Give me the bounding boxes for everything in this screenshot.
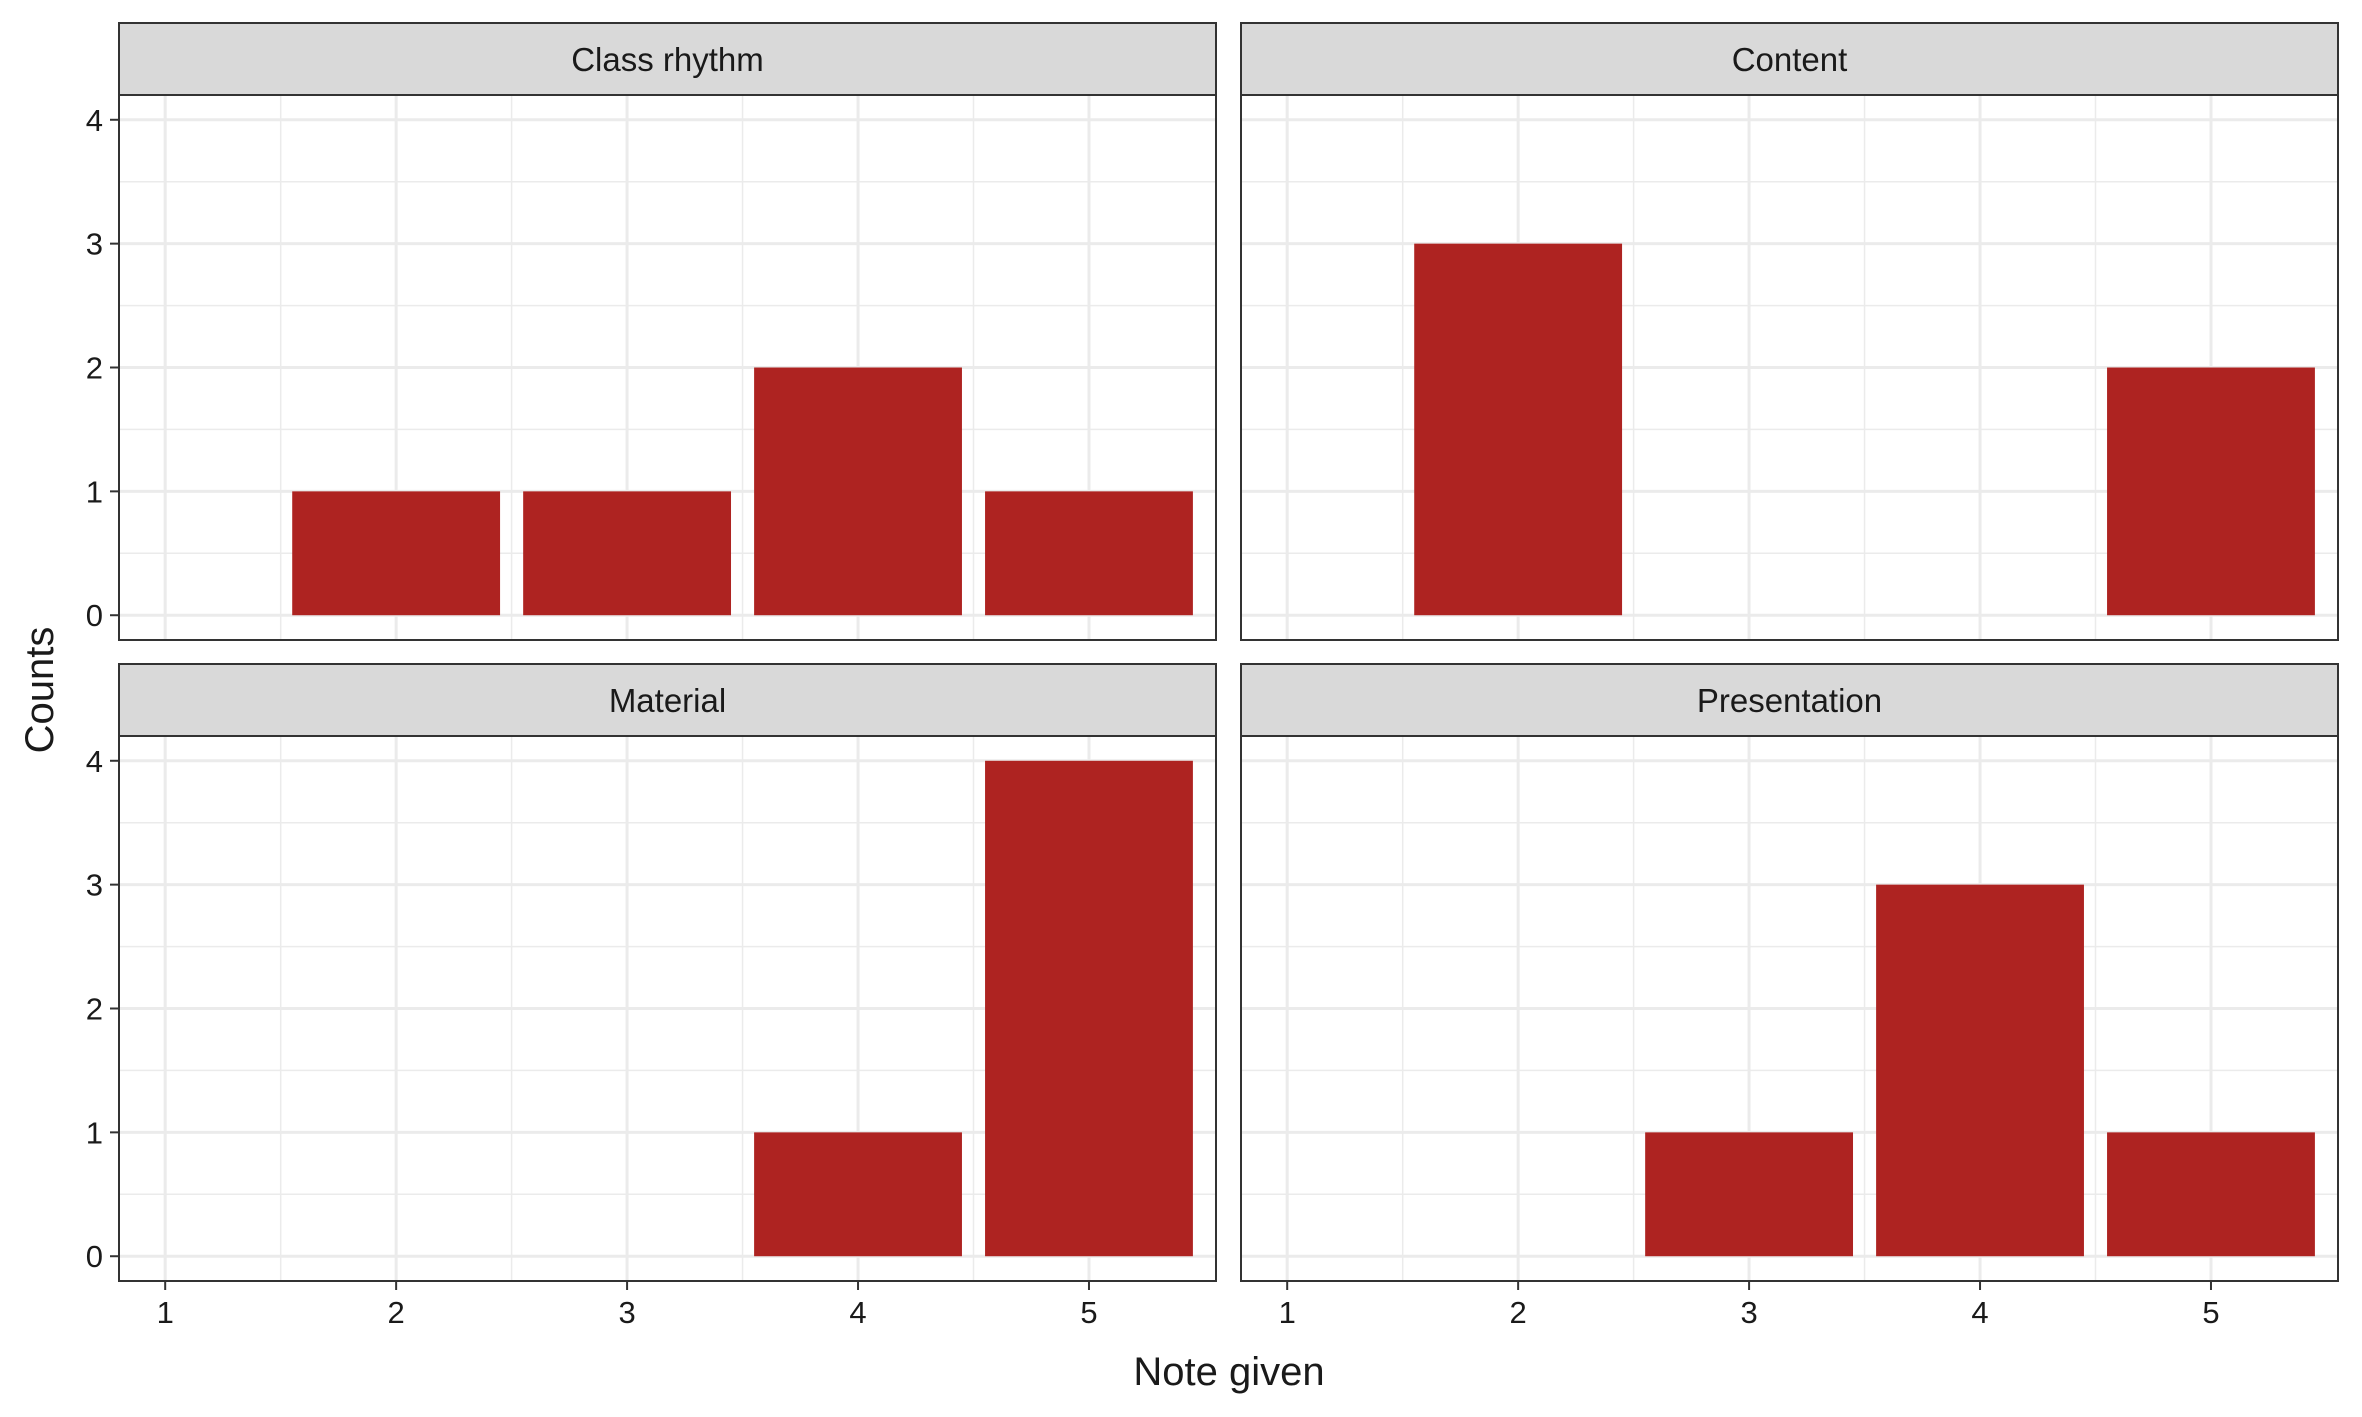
- y-tick-label: 0: [86, 1239, 103, 1274]
- x-tick-label: 3: [1740, 1295, 1757, 1330]
- facet-panel: Material 0 1 2 3 4 1 2 3 4 5: [86, 663, 1217, 1330]
- x-tick-label: 1: [1279, 1295, 1296, 1330]
- x-tick-label: 4: [849, 1295, 866, 1330]
- facet-strip-title: Material: [609, 682, 726, 719]
- x-tick-label: 5: [2202, 1295, 2219, 1330]
- bar: [1414, 243, 1623, 616]
- facet-strip: [118, 663, 1217, 737]
- y-tick-label: 3: [86, 868, 103, 903]
- facet-strip-title: Class rhythm: [571, 41, 764, 78]
- facet-panel: Content: [1240, 22, 2339, 641]
- bar: [1645, 1132, 1854, 1257]
- y-tick-label: 4: [86, 103, 103, 138]
- facet-strip: [1240, 22, 2339, 96]
- x-tick-label: 2: [388, 1295, 405, 1330]
- x-axis-title: Note given: [1133, 1350, 1324, 1394]
- x-tick-label: 3: [618, 1295, 635, 1330]
- y-tick-label: 1: [86, 1115, 103, 1150]
- facet-strip: [1240, 663, 2339, 737]
- facet-strip-title: Presentation: [1697, 682, 1882, 719]
- bar: [985, 760, 1193, 1257]
- bar: [1876, 884, 2084, 1257]
- y-tick-label: 3: [86, 227, 103, 262]
- bar: [754, 1132, 962, 1257]
- x-tick-label: 5: [1080, 1295, 1097, 1330]
- y-tick-label: 2: [86, 351, 103, 386]
- facet-panels: Class rhythm 0 1 2 3 4 Content Material 0 1 2 3 4 1 2 3…: [86, 22, 2339, 1330]
- bar: [2107, 1132, 2315, 1257]
- facet-strip: [118, 22, 1217, 96]
- facet-panel: Class rhythm 0 1 2 3 4: [86, 22, 1217, 641]
- facet-strip-title: Content: [1732, 41, 1848, 78]
- y-axis-title: Counts: [18, 627, 62, 754]
- bar: [985, 491, 1193, 616]
- facet-panel: Presentation 1 2 3 4 5: [1240, 663, 2339, 1330]
- bar: [292, 491, 501, 616]
- y-tick-label: 1: [86, 474, 103, 509]
- bar: [754, 367, 962, 616]
- bar: [2107, 367, 2315, 616]
- x-tick-label: 1: [157, 1295, 174, 1330]
- x-tick-label: 4: [1971, 1295, 1988, 1330]
- bar: [523, 491, 732, 616]
- y-tick-label: 2: [86, 992, 103, 1027]
- y-tick-label: 4: [86, 744, 103, 779]
- y-tick-label: 0: [86, 598, 103, 633]
- x-tick-label: 2: [1510, 1295, 1527, 1330]
